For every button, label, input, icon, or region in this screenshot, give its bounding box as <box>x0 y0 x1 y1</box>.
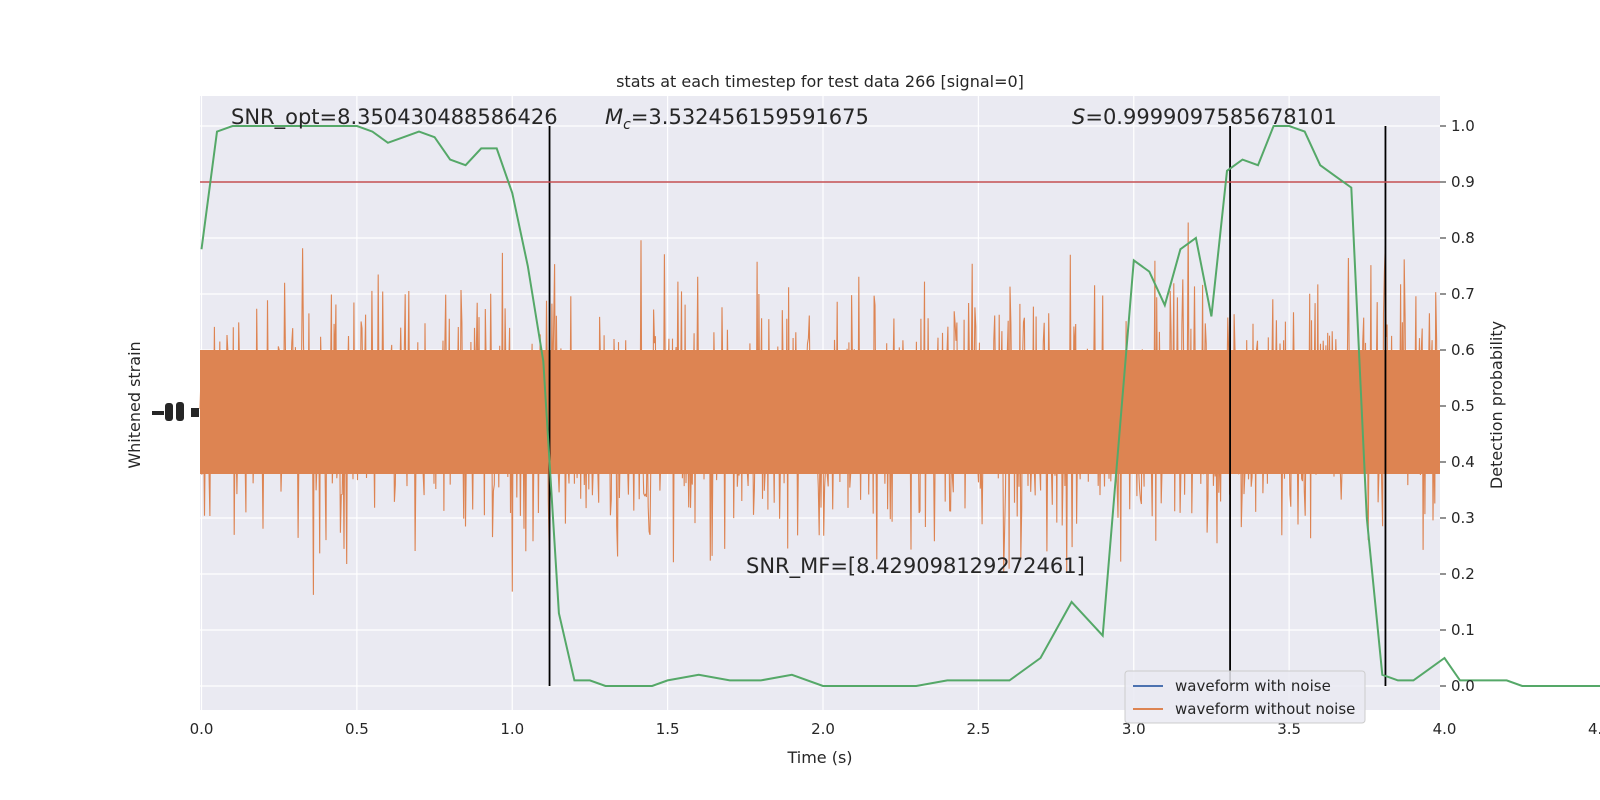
chirp-mass-subscript: c <box>623 117 631 133</box>
chart-title: stats at each timestep for test data 266… <box>616 72 1024 91</box>
y-tick-label: 1.0 <box>1451 117 1475 135</box>
legend-label-with-noise: waveform with noise <box>1175 677 1331 695</box>
legend-box <box>1124 670 1366 724</box>
right-y-axis-label: Detection probability <box>1487 321 1506 489</box>
x-tick-label: 0.0 <box>190 720 214 738</box>
snr-opt-annotation: SNR_opt=8.350430488586426 <box>231 105 558 130</box>
waveform-core-band <box>200 350 1440 474</box>
legend: waveform with noise waveform without noi… <box>1124 670 1366 724</box>
probability-path <box>200 125 1600 687</box>
s-symbol: S <box>1072 105 1085 129</box>
marker-lines <box>548 126 1387 686</box>
chirp-mass-value: =3.532456159591675 <box>631 105 869 129</box>
y-tick-label: 0.6 <box>1451 341 1475 359</box>
left-y-axis-label: Whitened strain <box>125 341 144 468</box>
y-tick-label: 0.0 <box>1451 677 1475 695</box>
x-tick-label: 2.0 <box>811 720 835 738</box>
x-tick-label: 1.0 <box>500 720 524 738</box>
x-axis-ticks: 0.00.51.01.52.02.53.03.54.04.55.05.56.06… <box>190 720 1600 738</box>
y-tick-label: 0.4 <box>1451 453 1475 471</box>
x-tick-label: 4.5 <box>1588 720 1600 738</box>
x-axis-label: Time (s) <box>786 748 852 767</box>
y-tick-label: 0.7 <box>1451 285 1475 303</box>
s-value: =0.9999097585678101 <box>1085 105 1336 129</box>
x-tick-label: 0.5 <box>345 720 369 738</box>
x-tick-label: 2.5 <box>966 720 990 738</box>
detection-probability-line <box>200 125 1600 687</box>
x-tick-label: 3.0 <box>1122 720 1146 738</box>
y-tick-label: 0.1 <box>1451 621 1475 639</box>
x-tick-label: 4.0 <box>1433 720 1457 738</box>
chirp-mass-annotation: Mc=3.532456159591675 <box>605 105 869 133</box>
y-tick-label: 0.3 <box>1451 509 1475 527</box>
y-tick-label: 0.2 <box>1451 565 1475 583</box>
chirp-mass-symbol: M <box>605 105 623 129</box>
waveform-without-noise-trace <box>199 222 1440 595</box>
s-annotation: S=0.9999097585678101 <box>1072 105 1337 129</box>
y-tick-label: 0.8 <box>1451 229 1475 247</box>
x-tick-label: 3.5 <box>1277 720 1301 738</box>
y-tick-label: 0.9 <box>1451 173 1475 191</box>
right-y-axis-ticks: 0.0 0.1 0.2 0.3 0.4 0.5 0.6 0.7 0.8 0.9 1.0 <box>1440 117 1475 695</box>
snr-mf-annotation: SNR_MF=[8.429098129272461] <box>746 554 1085 579</box>
legend-label-without-noise: waveform without noise <box>1175 700 1355 718</box>
y-tick-label: 0.5 <box>1451 397 1475 415</box>
x-tick-label: 1.5 <box>656 720 680 738</box>
left-axis-tick-labels <box>152 402 199 421</box>
